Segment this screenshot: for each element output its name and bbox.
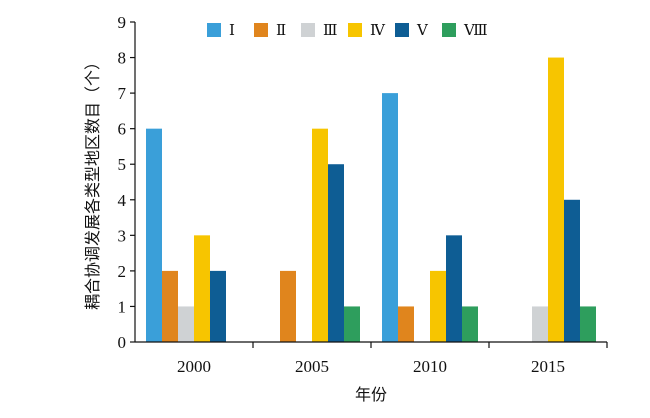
bar-2000-series-0 [146,128,162,342]
bar-2010-series-4 [446,235,462,342]
bar-2005-series-4 [328,164,344,342]
legend-label: Ⅰ [229,23,235,39]
legend-swatch [442,23,456,37]
x-category-label: 2010 [413,357,447,376]
bar-2015-series-4 [564,199,580,342]
legend-label: Ⅴ [416,23,429,39]
bar-2010-series-0 [382,93,398,342]
bar-2005-series-3 [312,128,328,342]
bar-2000-series-1 [162,270,178,342]
bar-2015-series-5 [580,306,596,342]
y-tick-label: 1 [118,297,127,316]
y-ticks: 0 1 2 3 4 5 6 7 8 9 [118,13,135,352]
x-categories: 2000 2005 2010 2015 [177,342,608,376]
x-category-label: 2015 [531,357,565,376]
legend-swatch [395,23,409,37]
legend: Ⅰ Ⅱ Ⅲ Ⅳ Ⅴ Ⅷ [207,23,488,39]
y-tick-label: 3 [118,226,127,245]
bars-group [146,57,596,343]
y-tick-label: 9 [118,13,127,32]
y-tick-label: 7 [118,84,127,103]
bar-2000-series-2 [178,306,194,342]
y-tick-label: 0 [118,333,127,352]
x-category-label: 2000 [177,357,211,376]
x-category-label: 2005 [295,357,329,376]
legend-swatch [348,23,362,37]
legend-swatch [254,23,268,37]
legend-swatch [207,23,221,37]
bar-2015-series-3 [548,57,564,343]
y-tick-label: 2 [118,262,127,281]
bar-2000-series-4 [210,270,226,342]
y-tick-label: 5 [118,155,127,174]
bar-2010-series-1 [398,306,414,342]
bar-2010-series-5 [462,306,478,342]
bar-2005-series-1 [280,270,296,342]
legend-label: Ⅷ [463,23,488,39]
legend-label: Ⅲ [323,23,337,39]
y-axis-title: 耦合协调发展各类型地区数目（个） [83,54,102,310]
bar-2000-series-3 [194,235,210,342]
legend-swatch [301,23,315,37]
legend-label: Ⅱ [276,23,286,39]
x-axis-title: 年份 [355,385,387,404]
y-tick-label: 6 [118,120,127,139]
legend-label: Ⅳ [370,23,386,39]
y-tick-label: 8 [118,49,127,68]
bar-2015-series-2 [532,306,548,342]
bar-2010-series-3 [430,270,446,342]
y-tick-label: 4 [118,191,127,210]
bar-2005-series-5 [344,306,360,342]
